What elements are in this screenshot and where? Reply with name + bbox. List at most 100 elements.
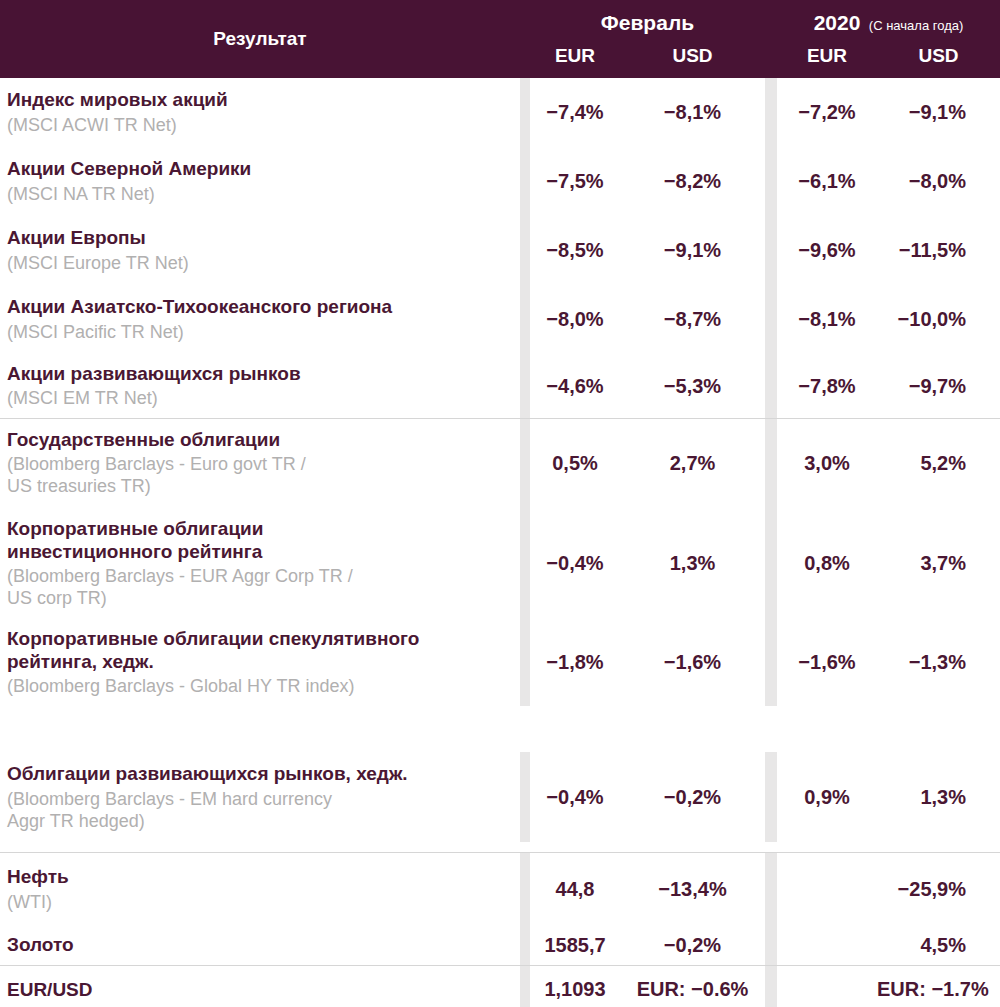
cell-feb-usd: −13,4%	[620, 878, 765, 901]
column-gutter	[765, 285, 777, 354]
cell-ytd-usd: −11,5%	[877, 239, 1000, 262]
cell-feb-eur: −7,4%	[530, 101, 620, 124]
cell-feb-eur: −0,4%	[530, 786, 620, 809]
row-title: Акции Северной Америки	[7, 157, 510, 180]
table-row-govt-bonds: Государственные облигации (Bloomberg Bar…	[0, 418, 1000, 507]
table-row-msci-em: Акции развивающихся рынков (MSCI EM TR N…	[0, 354, 1000, 418]
header-col-ytd-eur: EUR	[777, 45, 877, 73]
cell-ytd-usd: −9,1%	[877, 101, 1000, 124]
column-gutter	[765, 853, 777, 925]
table-row-em-bonds: Облигации развивающихся рынков, хедж. (B…	[0, 752, 1000, 852]
cell-feb-usd: −0,2%	[620, 786, 765, 809]
cell-ytd-eur: 0,8%	[777, 552, 877, 575]
column-gutter	[520, 419, 530, 507]
row-label: Акции Северной Америки (MSCI NA TR Net)	[0, 149, 520, 213]
cell-ytd-eur: −6,1%	[777, 170, 877, 193]
column-gutter	[765, 354, 777, 418]
cell-feb-eur: 1585,7	[530, 934, 620, 957]
column-gutter	[765, 925, 777, 964]
cell-ytd-eur: −9,6%	[777, 239, 877, 262]
column-gutter	[765, 507, 777, 619]
results-table: Результат Февраль 2020 (С начала года) E…	[0, 0, 1000, 1007]
column-gutter	[520, 925, 530, 964]
row-label: Золото	[0, 925, 520, 964]
cell-feb-eur: −4,6%	[530, 375, 620, 398]
cell-feb-usd: −1,6%	[620, 651, 765, 674]
cell-ytd-eur: −1,6%	[777, 651, 877, 674]
row-label: EUR/USD	[0, 970, 520, 1007]
row-subtitle: (MSCI ACWI TR Net)	[7, 115, 510, 137]
cell-ytd-eur: 0,9%	[777, 786, 877, 809]
row-subtitle: (WTI)	[7, 892, 510, 914]
column-gutter	[765, 147, 777, 216]
cell-ytd-eur: −7,2%	[777, 101, 877, 124]
row-label: Акции Европы (MSCI Europe TR Net)	[0, 218, 520, 282]
row-title: Акции Азиатско-Тихоокеанского региона	[7, 295, 510, 318]
row-label: Государственные облигации (Bloomberg Bar…	[0, 420, 520, 506]
column-gutter	[765, 78, 777, 147]
cell-feb-usd: 1,3%	[620, 552, 765, 575]
cell-feb-eur: −8,5%	[530, 239, 620, 262]
table-row-msci-europe: Акции Европы (MSCI Europe TR Net) −8,5% …	[0, 216, 1000, 285]
row-label: Корпоративные облигации спекулятивного р…	[0, 619, 520, 706]
cell-feb-usd: −9,1%	[620, 239, 765, 262]
table-row-corp-hy-bonds: Корпоративные облигации спекулятивного р…	[0, 619, 1000, 752]
cell-ytd-eur: 3,0%	[777, 452, 877, 475]
header-group-february: Февраль	[530, 5, 765, 35]
cell-ytd-usd: 5,2%	[877, 452, 1000, 475]
row-title: Индекс мировых акций	[7, 88, 510, 111]
cell-feb-usd: −5,3%	[620, 375, 765, 398]
row-subtitle: (MSCI Europe TR Net)	[7, 253, 510, 275]
row-label: Облигации развивающихся рынков, хедж. (B…	[0, 754, 520, 840]
column-gutter	[520, 966, 530, 1007]
row-title: Золото	[7, 933, 510, 956]
column-gutter	[520, 78, 530, 147]
cell-feb-eur: −0,4%	[530, 552, 620, 575]
cell-feb-usd: −8,7%	[620, 308, 765, 331]
row-title: Акции развивающихся рынков	[7, 362, 510, 385]
column-gutter	[765, 216, 777, 285]
table-row-corp-ig-bonds: Корпоративные облигации инвестиционного …	[0, 507, 1000, 619]
column-gutter	[520, 285, 530, 354]
row-subtitle: (MSCI NA TR Net)	[7, 184, 510, 206]
cell-feb-usd: 2,7%	[620, 452, 765, 475]
cell-ytd-usd: −9,7%	[877, 375, 1000, 398]
cell-feb-eur: −8,0%	[530, 308, 620, 331]
row-subtitle: (MSCI Pacific TR Net)	[7, 322, 510, 344]
row-title: Облигации развивающихся рынков, хедж.	[7, 762, 510, 785]
table-row-eurusd: EUR/USD 1,1093 EUR: −0.6% EUR: −1.7%	[0, 965, 1000, 1007]
cell-feb-eur: −1,8%	[530, 651, 620, 674]
header-col-feb-usd: USD	[620, 45, 765, 73]
header-group-2020: 2020 (С начала года)	[777, 5, 1000, 35]
row-label: Нефть (WTI)	[0, 857, 520, 921]
cell-ytd-eur: −8,1%	[777, 308, 877, 331]
row-subtitle: (MSCI EM TR Net)	[7, 388, 510, 410]
row-title: Корпоративные облигации инвестиционного …	[7, 517, 510, 563]
header-result-label: Результат	[0, 28, 520, 50]
cell-feb-eur: −7,5%	[530, 170, 620, 193]
column-gutter	[765, 619, 777, 706]
cell-ytd-eur: −7,8%	[777, 375, 877, 398]
cell-ytd-usd: 4,5%	[877, 934, 1000, 957]
cell-feb-usd: −8,2%	[620, 170, 765, 193]
cell-feb-eur: 1,1093	[530, 978, 620, 1001]
header-year-label: 2020	[814, 11, 861, 34]
header-col-ytd-usd: USD	[877, 45, 1000, 73]
cell-ytd-usd: −8,0%	[877, 170, 1000, 193]
row-subtitle: (Bloomberg Barclays - EM hard currency A…	[7, 789, 510, 833]
cell-feb-usd: EUR: −0.6%	[620, 978, 765, 1001]
table-row-oil: Нефть (WTI) 44,8 −13,4% −25,9%	[0, 852, 1000, 925]
table-row-msci-pacific: Акции Азиатско-Тихоокеанского региона (M…	[0, 285, 1000, 354]
row-label: Индекс мировых акций (MSCI ACWI TR Net)	[0, 80, 520, 144]
row-subtitle: (Bloomberg Barclays - Euro govt TR / US …	[7, 454, 510, 498]
row-title: EUR/USD	[7, 978, 510, 1001]
table-row-gold: Золото 1585,7 −0,2% 4,5%	[0, 925, 1000, 964]
column-gutter	[520, 853, 530, 925]
row-title: Акции Европы	[7, 226, 510, 249]
cell-feb-usd: −8,1%	[620, 101, 765, 124]
column-gutter	[520, 147, 530, 216]
table-row-msci-acwi: Индекс мировых акций (MSCI ACWI TR Net) …	[0, 78, 1000, 147]
cell-feb-eur: 0,5%	[530, 452, 620, 475]
row-subtitle: (Bloomberg Barclays - EUR Aggr Corp TR /…	[7, 566, 510, 610]
column-gutter	[765, 419, 777, 507]
